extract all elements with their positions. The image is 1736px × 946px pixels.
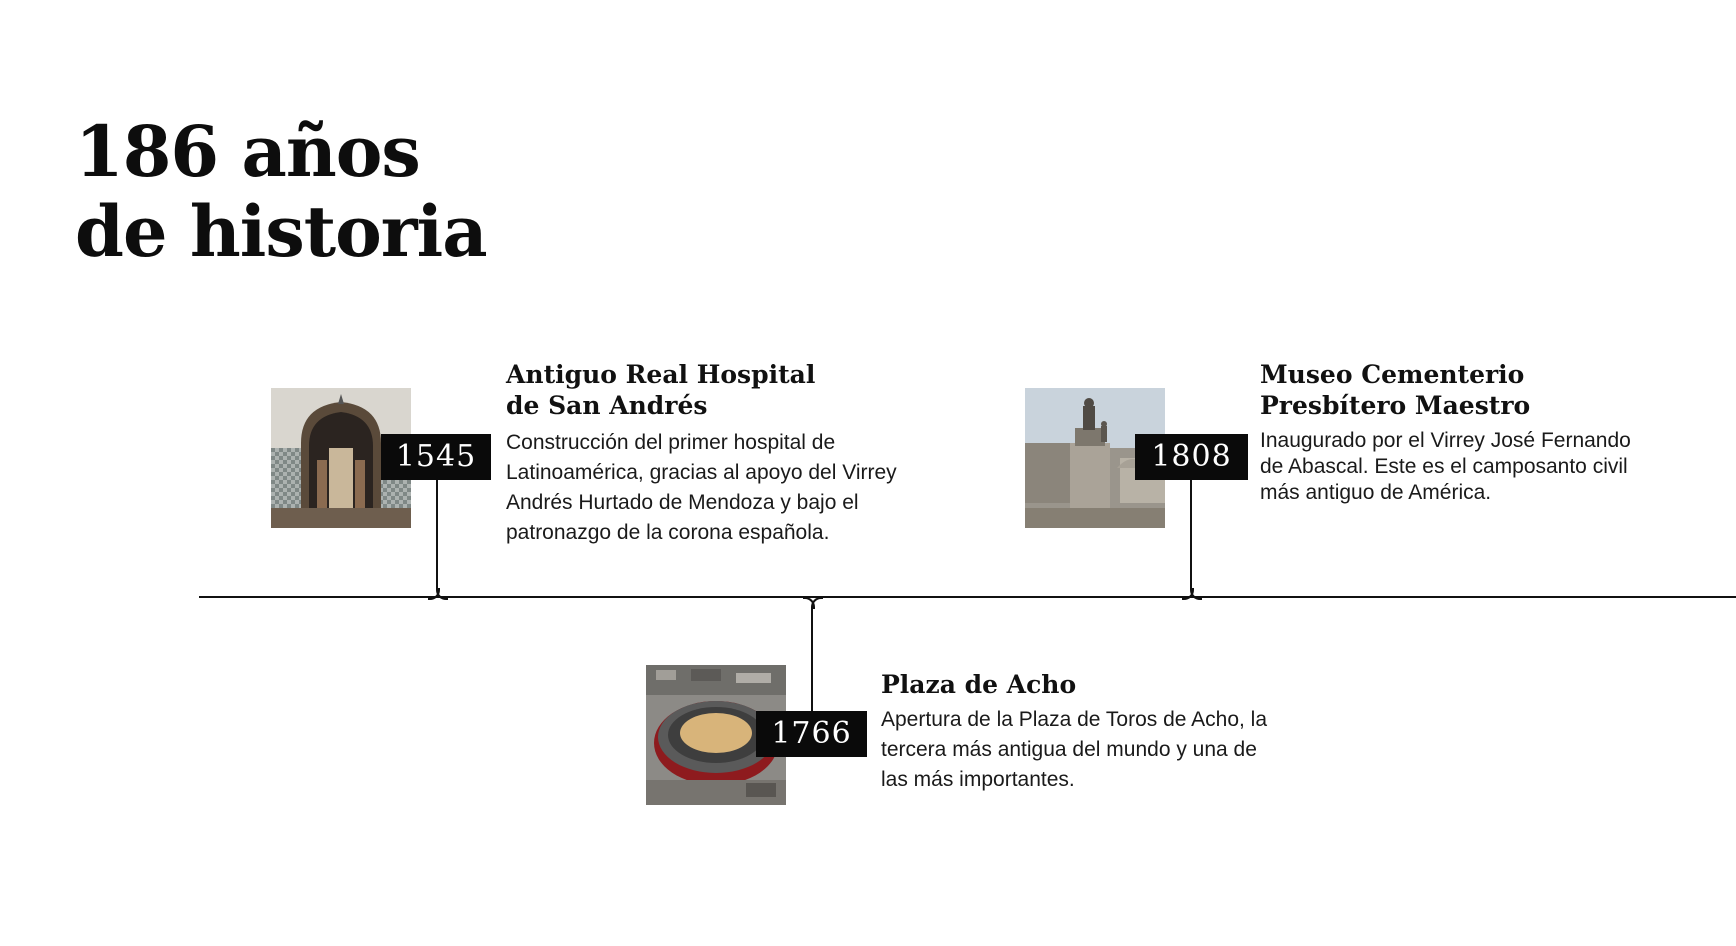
event-title-line-1: Museo Cementerio bbox=[1260, 360, 1525, 389]
event-title: Plaza de Acho bbox=[881, 669, 1076, 700]
timeline-connector bbox=[436, 478, 438, 588]
timeline-connector-curve bbox=[436, 588, 448, 600]
page-title-line-1: 186 años bbox=[75, 110, 421, 193]
timeline-connector bbox=[811, 607, 813, 711]
event-description: Inaugurado por el Virrey José Fernando d… bbox=[1260, 429, 1631, 504]
event-title-line-2: Presbítero Maestro bbox=[1260, 391, 1531, 420]
page-title-line-2: de historia bbox=[75, 190, 488, 273]
event-description: Apertura de la Plaza de Toros de Acho, l… bbox=[881, 708, 1268, 791]
event-title-line-1: Antiguo Real Hospital bbox=[506, 360, 816, 389]
timeline-connector-curve bbox=[811, 597, 823, 609]
year-badge: 1545 bbox=[381, 434, 491, 480]
page-title: 186 años de historia bbox=[75, 110, 488, 273]
event-title: Antiguo Real Hospital de San Andrés bbox=[506, 359, 815, 421]
event-title: Museo Cementerio Presbítero Maestro bbox=[1260, 359, 1530, 421]
event-title-line-1: Plaza de Acho bbox=[881, 670, 1077, 699]
year-badge: 1808 bbox=[1135, 434, 1248, 480]
year-badge: 1766 bbox=[756, 711, 867, 757]
bullring-aerial-photo bbox=[646, 665, 786, 805]
timeline-connector-curve bbox=[1190, 588, 1202, 600]
event-description: Construcción del primer hospital de Lati… bbox=[506, 431, 897, 544]
timeline-axis bbox=[199, 596, 1736, 598]
timeline-connector bbox=[1190, 478, 1192, 588]
event-title-line-2: de San Andrés bbox=[506, 391, 708, 420]
